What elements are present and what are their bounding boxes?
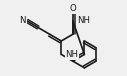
Text: NH: NH: [65, 50, 78, 59]
Text: O: O: [69, 4, 76, 13]
Text: N: N: [19, 16, 26, 25]
Text: NH: NH: [77, 16, 90, 25]
